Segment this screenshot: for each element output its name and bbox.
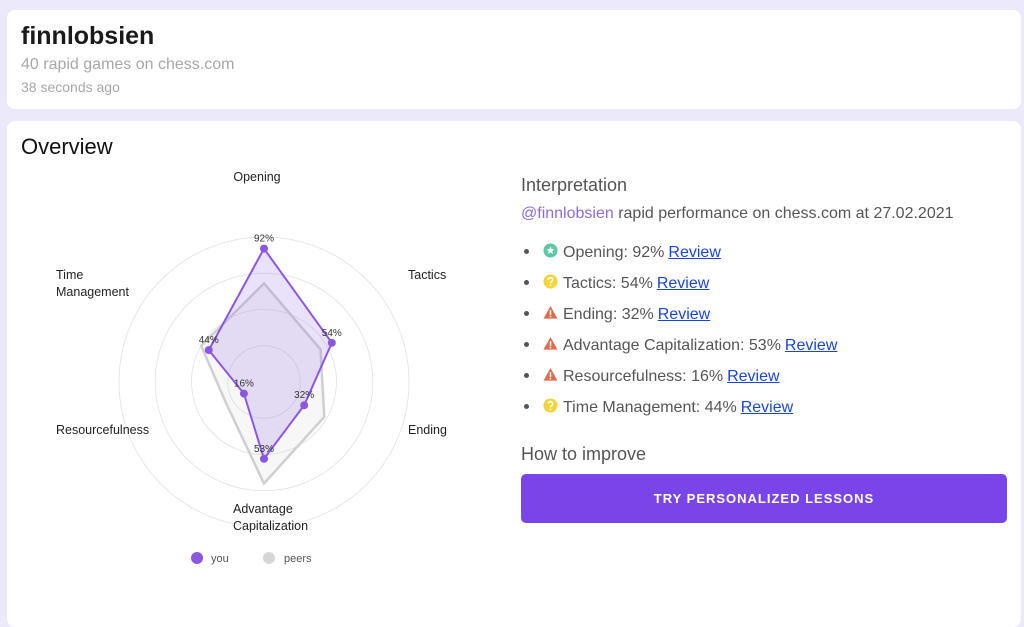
how-to-improve-title: How to improve: [521, 444, 647, 464]
warning-triangle-icon: [543, 305, 558, 320]
bullet-dot: [524, 311, 529, 316]
data-label: 44%: [199, 335, 219, 346]
question-circle-icon: [543, 398, 558, 413]
you-data-point: [300, 401, 309, 410]
axis-label: Tactics: [408, 268, 446, 282]
metric-item: Opening: 92% Review: [521, 237, 1011, 268]
interpretation-panel: Interpretation @finnlobsien rapid perfor…: [521, 175, 1011, 523]
bullet-dot: [524, 404, 529, 409]
metric-item: Ending: 32% Review: [521, 299, 1011, 330]
axis-label: Capitalization: [233, 519, 308, 533]
peers-series-area: [199, 281, 326, 486]
bullet-dot: [524, 280, 529, 285]
warning-triangle-icon: [543, 367, 558, 382]
metric-item: Time Management: 44% Review: [521, 392, 1011, 423]
grid-ring: [191, 309, 337, 455]
axis-label: Advantage: [233, 502, 293, 516]
bullet-dot: [524, 342, 529, 347]
performance-text: rapid performance on chess.com at 27.02.…: [618, 205, 954, 222]
review-link[interactable]: Review: [668, 243, 721, 261]
metric-text: Resourcefulness: 16%: [563, 367, 724, 385]
grid-ring: [118, 236, 410, 528]
interpretation-title: Interpretation: [521, 175, 628, 195]
profile-header-card: finnlobsien 40 rapid games on chess.com …: [7, 10, 1021, 109]
username-title: finnlobsien: [21, 22, 155, 50]
axis-label: Management: [56, 285, 129, 299]
metric-text: Opening: 92%: [563, 243, 665, 261]
bullet-dot: [524, 373, 529, 378]
last-updated-time: 38 seconds ago: [21, 79, 120, 95]
review-link[interactable]: Review: [656, 274, 710, 292]
legend-swatch-you: [191, 552, 203, 564]
data-label: 32%: [294, 390, 314, 401]
axis-label: Ending: [408, 423, 447, 437]
star-circle-icon: [543, 243, 558, 258]
legend-label-you: you: [211, 553, 229, 565]
warning-triangle-icon: [543, 336, 558, 351]
data-label: 54%: [322, 328, 342, 339]
user-handle: @finnlobsien: [521, 205, 614, 222]
review-link[interactable]: Review: [740, 398, 794, 416]
metric-text: Tactics: 54%: [563, 274, 653, 292]
you-data-point: [239, 389, 248, 398]
grid-ring: [227, 345, 301, 419]
you-data-point: [260, 454, 268, 463]
data-label: 16%: [234, 379, 254, 390]
bullet-dot: [524, 249, 529, 254]
metric-text: Time Management: 44%: [563, 398, 737, 416]
overview-title: Overview: [21, 134, 113, 159]
metric-text: Advantage Capitalization: 53%: [563, 336, 781, 354]
axis-label: Resourcefulness: [56, 423, 149, 437]
metric-text: Ending: 32%: [563, 305, 654, 323]
metric-item: Tactics: 54% Review: [521, 268, 1011, 299]
axis-label: Time: [56, 268, 83, 282]
grid-ring: [154, 272, 374, 492]
try-personalized-lessons-button[interactable]: TRY PERSONALIZED LESSONS: [521, 474, 1007, 523]
question-circle-icon: [543, 274, 558, 289]
metric-item: Advantage Capitalization: 53% Review: [521, 330, 1011, 361]
review-link[interactable]: Review: [784, 336, 838, 354]
performance-summary: @finnlobsien rapid performance on chess.…: [521, 205, 1011, 223]
you-data-point: [327, 338, 336, 347]
metrics-list: Opening: 92% Review Tactics: 54% Review Endi…: [521, 237, 1011, 423]
you-data-point: [260, 244, 268, 253]
legend-swatch-peers: [263, 552, 275, 564]
review-link[interactable]: Review: [727, 367, 780, 385]
radar-chart: 92% 54% 32% 53% 16% 44% Opening Tactics Ending A…: [56, 170, 447, 565]
you-data-point: [204, 346, 213, 355]
axis-label: Opening: [233, 170, 280, 184]
data-label: 53%: [254, 444, 274, 455]
overview-card: Overview 92% 54% 32% 53% 16% 44% Opening Tacti…: [7, 121, 1021, 627]
legend-label-peers: peers: [284, 553, 312, 565]
games-summary: 40 rapid games on chess.com: [21, 56, 235, 73]
metric-item: Resourcefulness: 16% Review: [521, 361, 1011, 392]
review-link[interactable]: Review: [657, 305, 711, 323]
data-label: 92%: [254, 234, 274, 245]
